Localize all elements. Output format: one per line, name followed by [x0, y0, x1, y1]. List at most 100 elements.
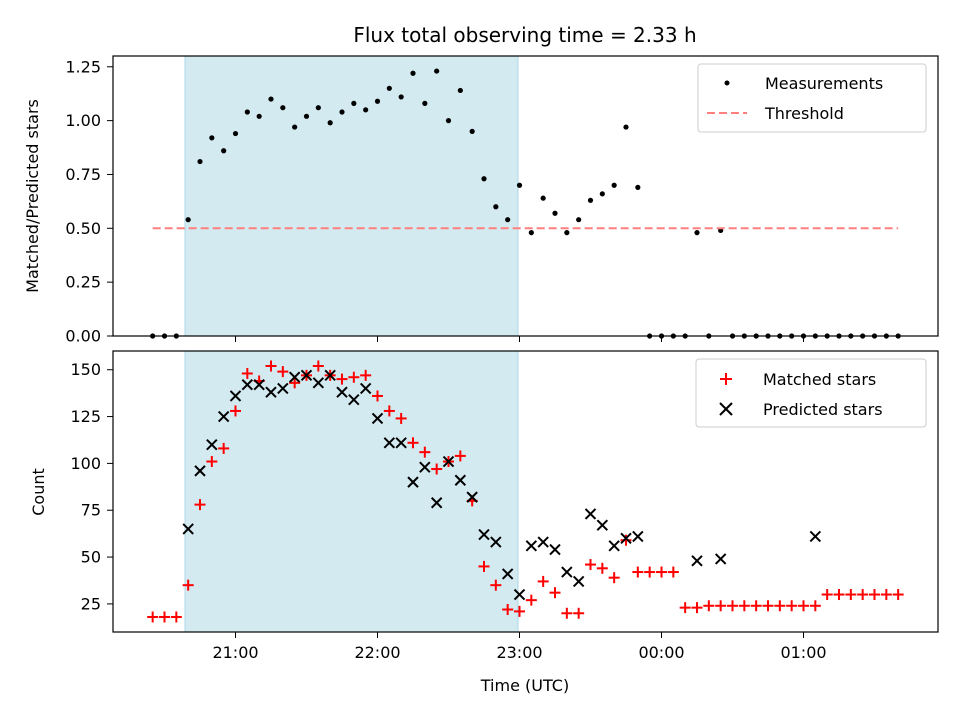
matched-star-point: [537, 575, 549, 587]
predicted-star-point: [513, 588, 526, 601]
matched-star-point: [395, 412, 407, 424]
predicted-star-point: [265, 386, 277, 398]
measurement-point: [232, 130, 239, 137]
top-legend[interactable]: Measurements Threshold: [697, 63, 927, 133]
matched-star-point: [194, 499, 206, 511]
predicted-star-point: [359, 382, 372, 395]
matched-star-point: [892, 589, 904, 601]
top-highlight-span: [184, 55, 519, 337]
matched-star-point: [348, 371, 360, 383]
measurement-point: [339, 109, 345, 115]
predicted-star-point: [501, 568, 514, 580]
predicted-star-point: [478, 528, 490, 541]
matched-star-point: [608, 572, 620, 584]
top-y-tick-label: 0.25: [65, 273, 101, 292]
matched-star-point: [383, 405, 395, 417]
matched-star-point: [147, 611, 159, 623]
predicted-star-point: [229, 390, 242, 402]
predicted-star-point: [312, 377, 325, 389]
legend-matched-label: Matched stars: [763, 370, 876, 389]
matched-star-point: [620, 534, 632, 546]
matched-star-point: [667, 566, 679, 578]
top-y-tick-label: 1.00: [65, 111, 101, 130]
measurement-point: [599, 191, 605, 197]
predicted-star-point: [561, 566, 573, 578]
predicted-star-point: [454, 474, 467, 486]
matched-star-point: [170, 611, 182, 623]
measurement-point: [303, 113, 310, 119]
matched-star-point: [750, 600, 762, 612]
matched-star-point: [454, 450, 466, 462]
measurement-point: [552, 210, 558, 216]
measurement-point: [587, 197, 594, 203]
legend-predicted-label: Predicted stars: [763, 400, 883, 419]
matched-star-point: [715, 600, 727, 612]
top-x-tick-marks: [235, 336, 804, 342]
matched-star-point: [656, 566, 667, 578]
matched-star-point: [632, 566, 644, 578]
measurement-point: [363, 107, 369, 113]
bottom-legend[interactable]: Matched stars Predicted stars: [695, 358, 927, 428]
measurement-point: [540, 195, 546, 201]
measurement-point: [576, 217, 582, 223]
bottom-y-tick-label: 75: [81, 501, 101, 520]
predicted-star-point: [336, 386, 348, 398]
measurement-point: [398, 94, 404, 100]
predicted-star-point: [288, 371, 301, 383]
predicted-star-point: [596, 519, 609, 531]
measurement-point: [493, 204, 499, 210]
matched-star-point: [573, 607, 585, 619]
bottom-legend-box: [695, 358, 927, 428]
x-tick-label: 21:00: [212, 643, 258, 662]
predicted-star-point: [253, 379, 265, 391]
measurement-point: [256, 113, 262, 119]
predicted-star-point: [430, 497, 443, 509]
x-tick-label: 22:00: [354, 643, 400, 662]
measurement-point: [327, 120, 333, 126]
measurement-point: [469, 128, 475, 134]
matched-star-point: [644, 566, 656, 578]
measurement-point: [434, 68, 440, 74]
top-y-axis: 0.00 0.25 0.50 0.75 1.00 1.25: [65, 57, 113, 346]
matched-star-point: [289, 377, 301, 389]
matched-star-point: [265, 360, 277, 372]
measurement-point: [221, 148, 227, 154]
matched-star-point: [845, 589, 857, 601]
measurement-point: [185, 217, 191, 223]
legend-measurements-marker: [724, 80, 730, 86]
matched-star-point: [561, 607, 573, 619]
measurement-point: [386, 85, 392, 91]
matched-star-point: [312, 360, 324, 372]
bottom-panel: 25 50 75 100 125 150 21:00 22:00 23:00 00:00 01:0…: [29, 350, 939, 695]
measurement-point: [528, 230, 534, 236]
top-plot-frame: [112, 55, 939, 337]
predicted-star-point: [395, 437, 407, 449]
top-y-tick-label: 1.25: [65, 57, 101, 76]
predicted-star-point: [419, 461, 431, 473]
measurement-point: [635, 184, 641, 190]
x-axis-label: Time (UTC): [480, 676, 569, 695]
matched-star-point: [360, 369, 372, 381]
matched-star-point: [762, 600, 774, 612]
matched-star-point: [786, 600, 798, 612]
predicted-star-point: [194, 465, 206, 477]
matched-star-point: [431, 463, 443, 475]
measurement-point: [315, 105, 321, 111]
measurement-point: [611, 182, 617, 188]
matched-star-point: [585, 559, 596, 571]
matched-star-point: [727, 600, 738, 612]
measurement-point: [457, 87, 463, 94]
measurement-point: [422, 100, 428, 106]
bottom-y-tick-label: 50: [81, 548, 101, 567]
predicted-star-point: [300, 369, 313, 382]
predicted-star-point: [525, 540, 538, 552]
matched-star-point: [478, 560, 490, 572]
measurement-point: [197, 158, 203, 165]
top-marks: [150, 68, 901, 339]
predicted-star-point: [383, 437, 396, 449]
matched-star-point: [218, 442, 230, 454]
predicted-star-point: [277, 382, 289, 395]
matched-star-point: [809, 600, 821, 612]
predicted-star-point: [206, 438, 218, 451]
matched-star-point: [490, 579, 502, 591]
